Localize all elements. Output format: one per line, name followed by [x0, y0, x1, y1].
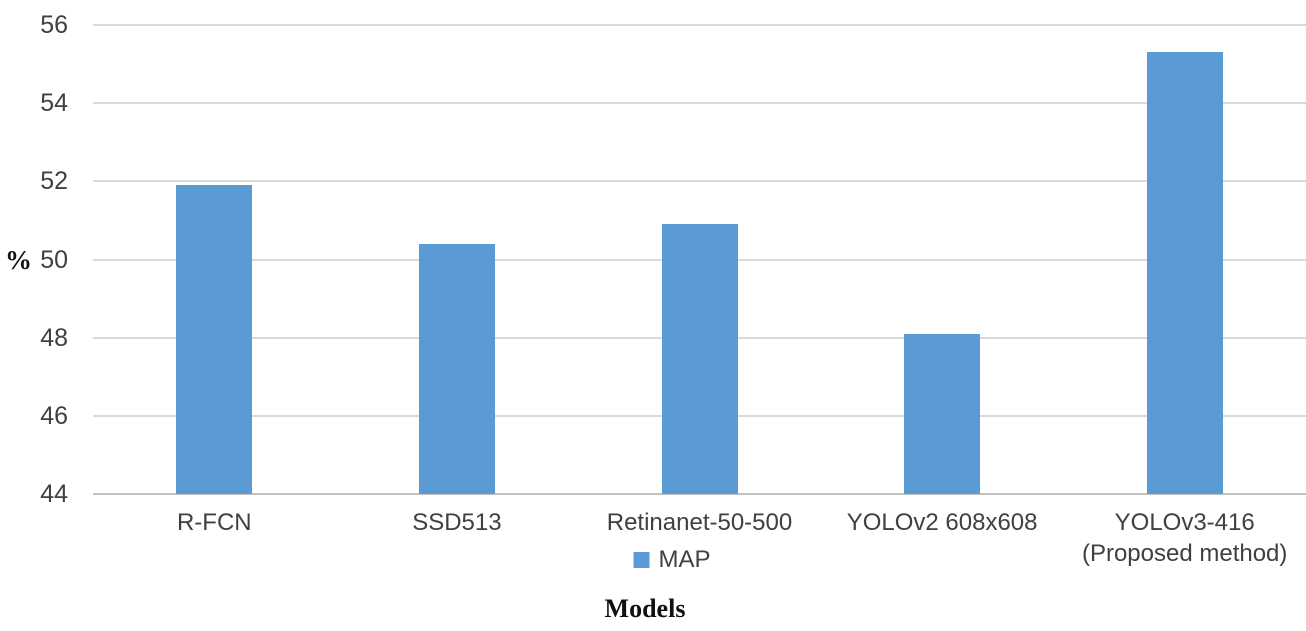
x-category-label-yolov3-416-proposed-method: YOLOv3-416 (Proposed method)	[1081, 509, 1288, 567]
legend-label: MAP	[658, 546, 711, 573]
bar-yolov2-608x608	[904, 333, 981, 494]
x-category-label-yolov2-608x608: YOLOv2 608x608	[846, 509, 1038, 536]
plot-area	[93, 24, 1306, 495]
y-tick-label-56: 56	[40, 11, 68, 39]
x-axis-title: Models	[604, 594, 686, 623]
y-tick-label-48: 48	[40, 323, 68, 352]
x-category-label-r-fcn: R-FCN	[176, 509, 252, 536]
y-tick-label-44: 44	[40, 480, 68, 508]
y-axis-unit-label: %	[5, 245, 32, 275]
bar-yolov3-416-proposed-method	[1146, 52, 1223, 494]
bar-ssd513	[418, 243, 495, 494]
bar-retinanet-50-500	[661, 224, 738, 494]
y-tick-label-50: 50	[40, 245, 68, 274]
gridline-54	[93, 102, 1306, 105]
y-tick-label-54: 54	[40, 89, 68, 118]
legend: MAP	[633, 546, 711, 574]
legend-swatch-icon	[633, 552, 650, 568]
gridline-56	[93, 24, 1306, 26]
x-category-label-ssd513: SSD513	[412, 509, 502, 536]
y-tick-label-46: 46	[40, 401, 68, 430]
y-tick-label-52: 52	[40, 167, 68, 196]
bar-r-fcn	[176, 185, 253, 494]
x-category-label-retinanet-50-500: Retinanet-50-500	[606, 509, 793, 536]
x-axis-line	[93, 493, 1306, 495]
gridline-52	[93, 180, 1306, 183]
